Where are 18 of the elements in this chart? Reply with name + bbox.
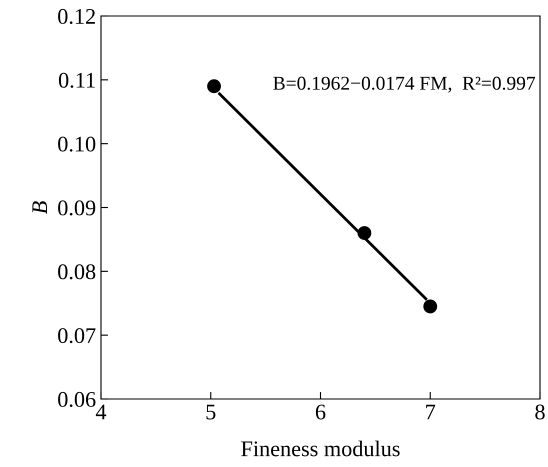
x-tick-label: 5 [206, 404, 216, 420]
annotation: B=0.1962−0.0174 FM, R²=0.997 [273, 76, 536, 93]
point [423, 300, 438, 314]
y-tick-label: 0.11 [58, 72, 95, 88]
y-axis-title: B [32, 201, 48, 214]
x-tick-label: 6 [316, 404, 326, 420]
x-tick-label: 8 [535, 404, 545, 420]
x-tick-label: 7 [426, 404, 436, 420]
point [357, 226, 372, 240]
y-tick-label: 0.10 [58, 136, 96, 152]
y-tick-label: 0.08 [58, 264, 96, 280]
point [207, 79, 221, 94]
y-tick-label: 0.06 [58, 392, 96, 408]
y-tick-label: 0.12 [58, 8, 95, 24]
x-tick-label: 4 [96, 404, 106, 420]
y-tick-label: 0.09 [58, 200, 96, 216]
x-axis-title: Fineness modulus [241, 440, 400, 456]
y-tick-label: 0.07 [58, 328, 96, 344]
